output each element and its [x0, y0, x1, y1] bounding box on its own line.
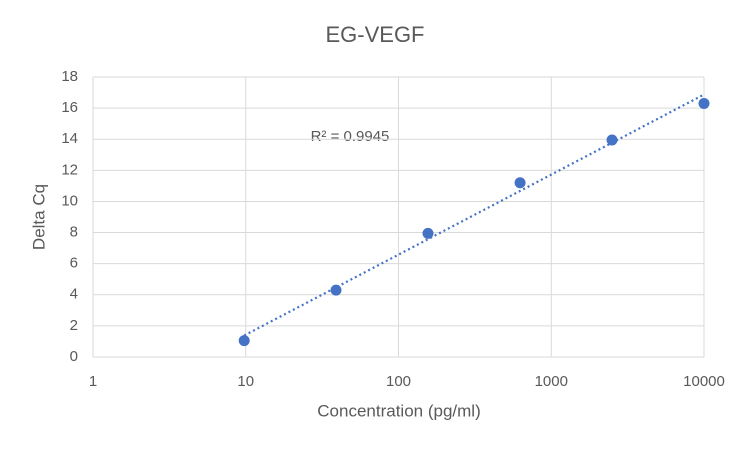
y-tick-label: 18 — [61, 68, 78, 85]
data-point — [698, 97, 710, 109]
x-tick-label: 10000 — [683, 373, 725, 390]
y-tick-label: 4 — [70, 286, 78, 303]
data-point — [422, 227, 434, 239]
y-tick-label: 8 — [70, 224, 78, 241]
x-tick-label: 100 — [386, 373, 411, 390]
y-tick-label: 16 — [61, 99, 78, 116]
data-point — [330, 284, 342, 296]
y-tick-label: 12 — [61, 161, 78, 178]
y-tick-label: 14 — [61, 130, 78, 147]
y-tick-label: 10 — [61, 192, 78, 209]
r-squared-annotation: R² = 0.9945 — [311, 128, 390, 145]
x-tick-label: 1 — [89, 373, 97, 390]
trendline — [243, 93, 705, 337]
x-tick-label: 1000 — [535, 373, 568, 390]
x-axis-label: Concentration (pg/ml) — [317, 401, 480, 420]
y-tick-label: 6 — [70, 255, 78, 272]
data-point — [514, 177, 526, 189]
data-point — [238, 335, 250, 347]
y-axis-label: Delta Cq — [29, 184, 48, 250]
x-tick-label: 10 — [237, 373, 254, 390]
y-tick-label: 0 — [70, 348, 78, 365]
y-tick-label: 2 — [70, 317, 78, 334]
chart-title: EG-VEGF — [325, 22, 424, 47]
data-point — [606, 134, 618, 146]
